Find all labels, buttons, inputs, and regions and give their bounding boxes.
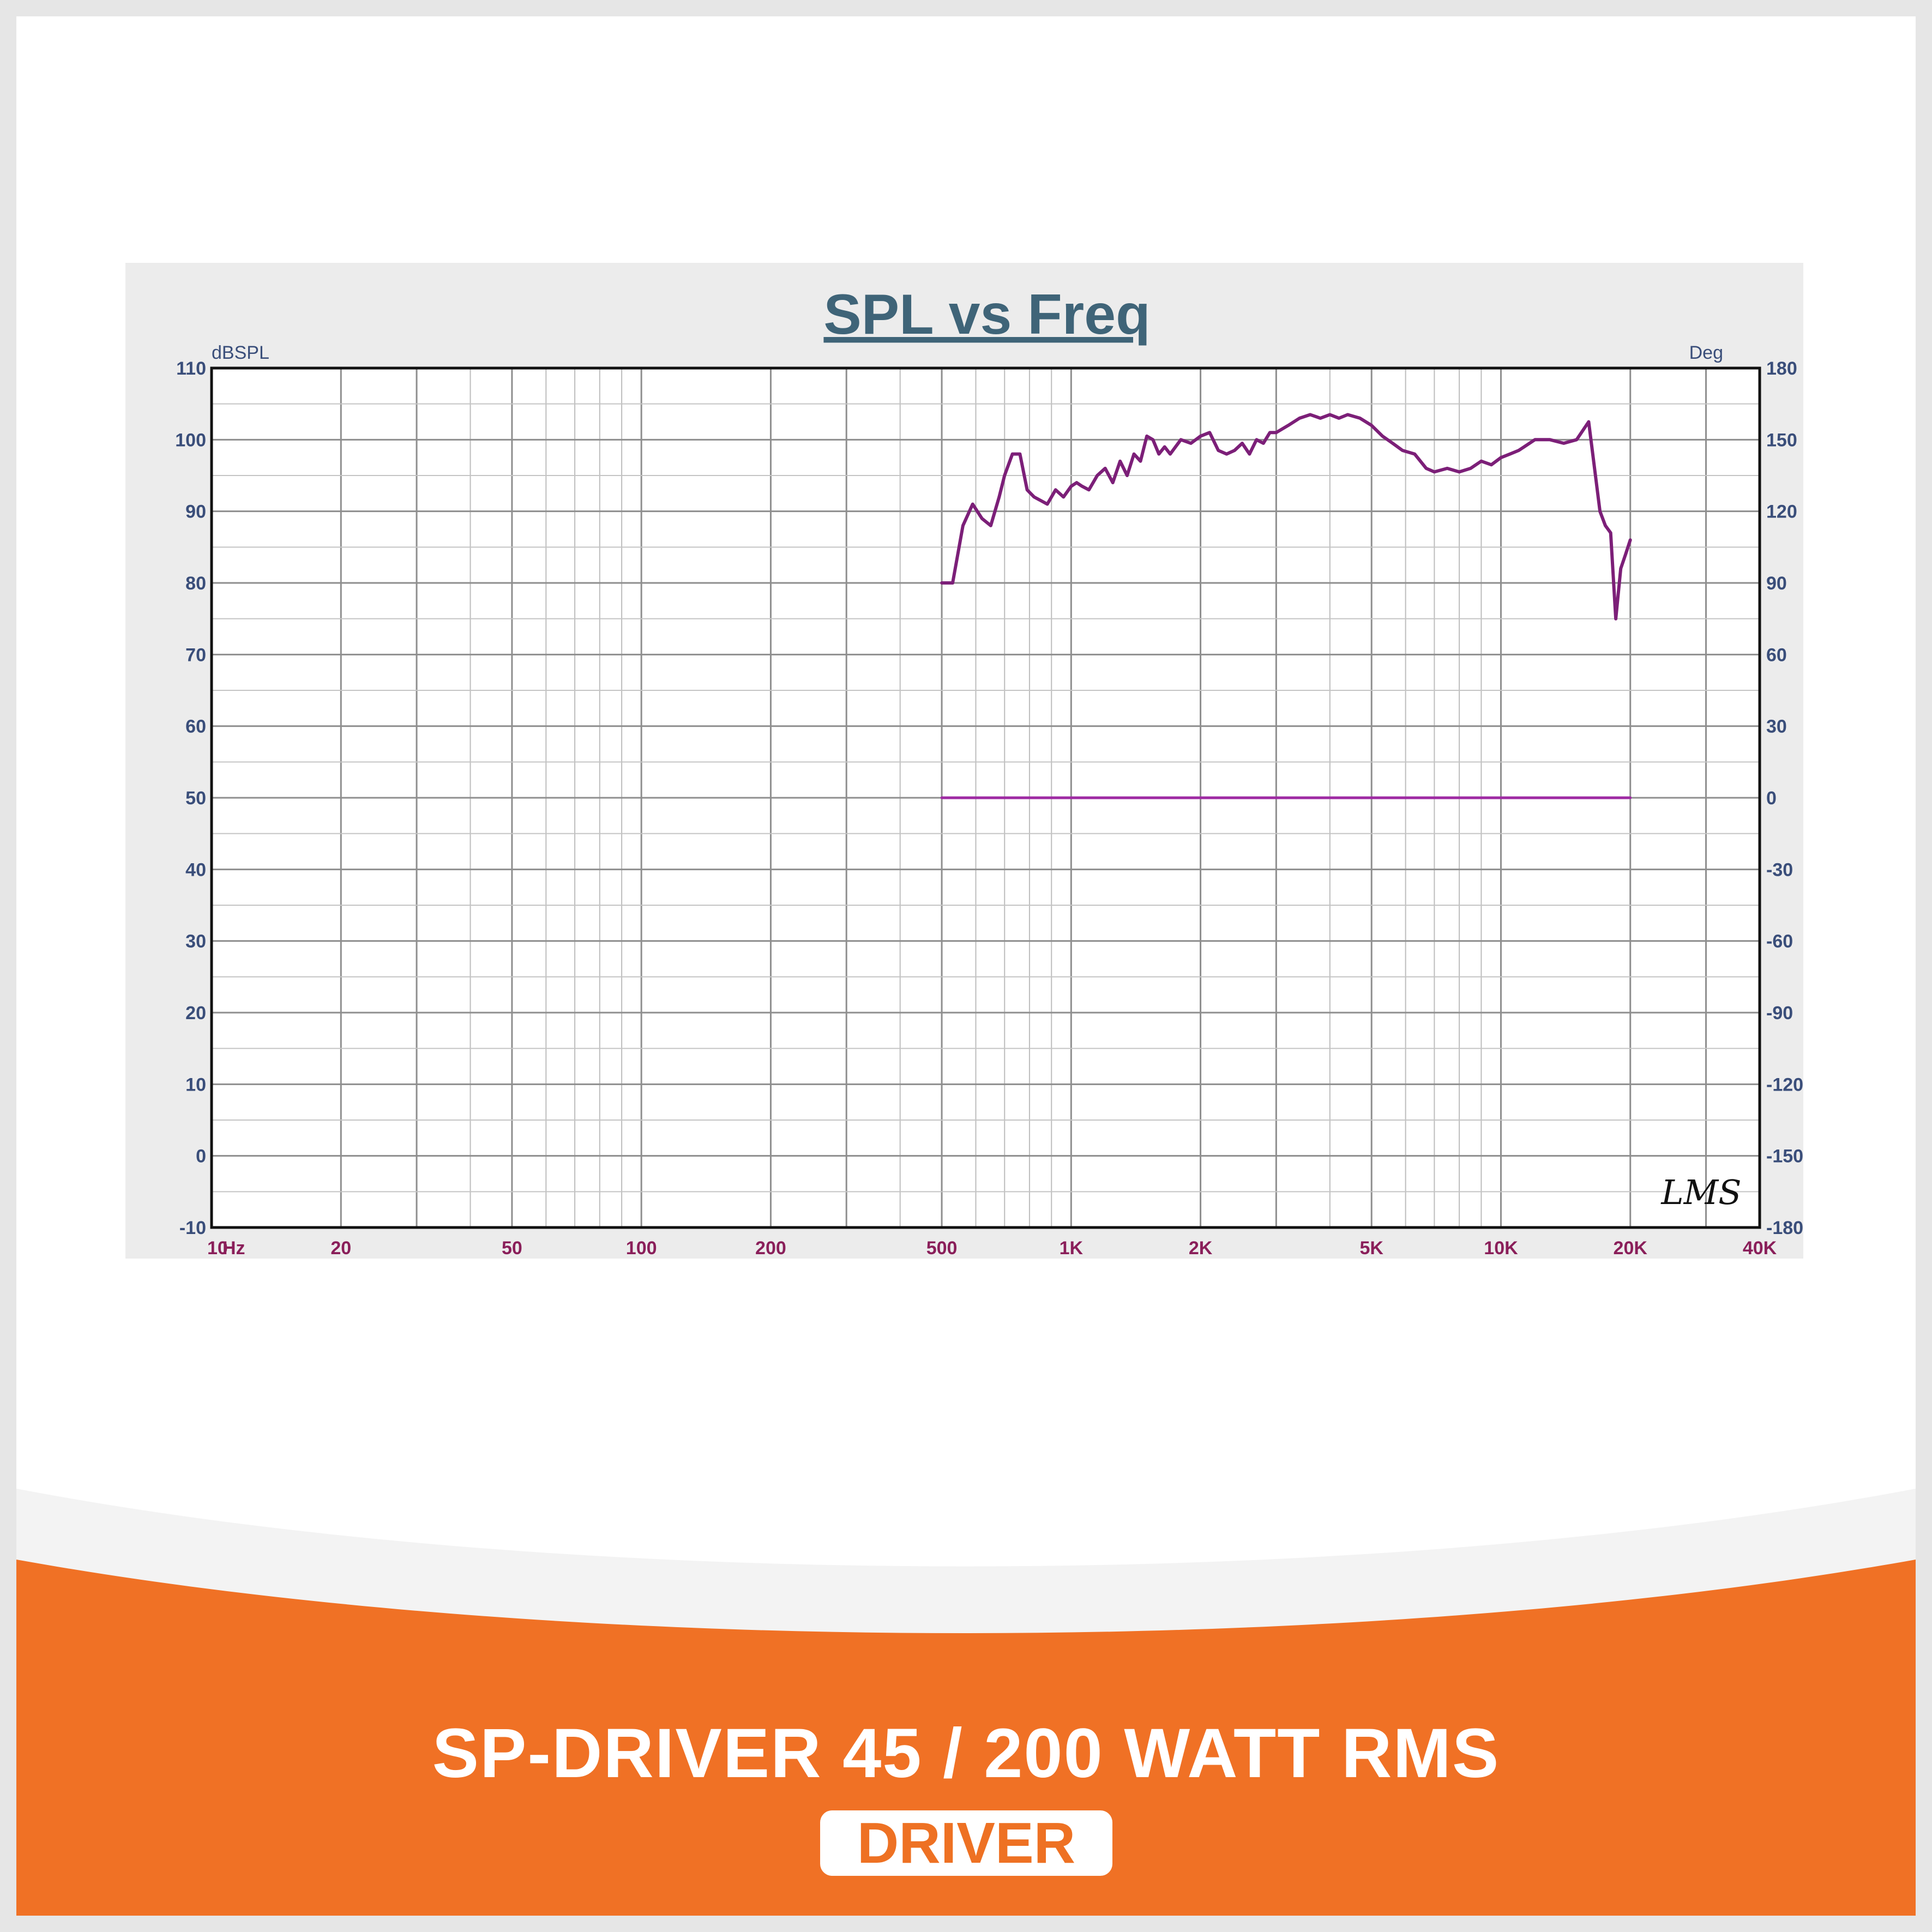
y2-tick-label: 120 (1766, 502, 1797, 522)
axes: 1101009080706050403020100-10180150120906… (175, 358, 1803, 1259)
y2-tick-label: 150 (1766, 430, 1797, 450)
y-tick-label: 10 (185, 1074, 206, 1095)
y2-tick-label: -180 (1766, 1218, 1803, 1238)
y2-tick-label: 90 (1766, 573, 1787, 594)
product-title: SP-DRIVER 45 / 200 WATT RMS (432, 1714, 1500, 1792)
x-tick-label: 40K (1743, 1238, 1777, 1259)
footer-wave (16, 1489, 1916, 1916)
y2-axis-label: Deg (1689, 342, 1723, 363)
x-tick-label: 20 (330, 1238, 351, 1259)
spl-chart: 1101009080706050403020100-10180150120906… (175, 283, 1803, 1259)
y2-tick-label: -120 (1766, 1074, 1803, 1095)
y-tick-label: 80 (185, 573, 206, 594)
x-tick-label: 1K (1060, 1238, 1084, 1259)
x-tick-label: 10K (1484, 1238, 1518, 1259)
lms-watermark: LMS (1660, 1172, 1741, 1212)
y2-tick-label: 30 (1766, 717, 1787, 737)
category-badge: DRIVER (820, 1810, 1112, 1876)
y2-tick-label: -90 (1766, 1003, 1793, 1024)
y-tick-label: 20 (185, 1003, 206, 1024)
x-tick-label: 20K (1614, 1238, 1648, 1259)
plot-frame (210, 366, 1761, 1229)
y2-tick-label: -150 (1766, 1146, 1803, 1167)
x-tick-label: 5K (1359, 1238, 1383, 1259)
product-card: 110 100 90 80 70 60 50 40 30 20 10 0 -10 180 150 120 90 6… (16, 16, 1916, 1916)
y2-tick-label: -60 (1766, 931, 1793, 952)
y-tick-label: 100 (175, 430, 206, 450)
y2-tick-label: 0 (1766, 788, 1777, 809)
y-tick-label: 90 (185, 502, 206, 522)
y2-tick-label: 180 (1766, 358, 1797, 379)
spl-curve (940, 413, 1632, 621)
y-tick-label: 0 (196, 1146, 206, 1167)
y-tick-label: 50 (185, 788, 206, 809)
y2-tick-label: -30 (1766, 859, 1793, 880)
y2-tick-label: 60 (1766, 645, 1787, 665)
x-tick-label: 200 (755, 1238, 786, 1259)
y-tick-label: 30 (185, 931, 206, 952)
series-layer (940, 413, 1632, 799)
x-tick-label: 2K (1189, 1238, 1213, 1259)
x-tick-label: 50 (502, 1238, 522, 1259)
x-tick-label: 100 (626, 1238, 657, 1259)
y-tick-label: 60 (185, 717, 206, 737)
y-tick-label: 70 (185, 645, 206, 665)
y-axis-label: dBSPL (212, 342, 269, 363)
x-unit-label: Hz (222, 1238, 245, 1259)
x-tick-label: 500 (926, 1238, 958, 1259)
y-tick-label: 40 (185, 859, 206, 880)
y-tick-label: 110 (176, 358, 206, 379)
chart-title: SPL vs Freq (823, 283, 1150, 346)
y-tick-label: -10 (179, 1218, 206, 1238)
chart-panel: 110 100 90 80 70 60 50 40 30 20 10 0 -10 180 150 120 90 6… (125, 263, 1803, 1259)
x-tick-label: 10 (207, 1238, 228, 1259)
